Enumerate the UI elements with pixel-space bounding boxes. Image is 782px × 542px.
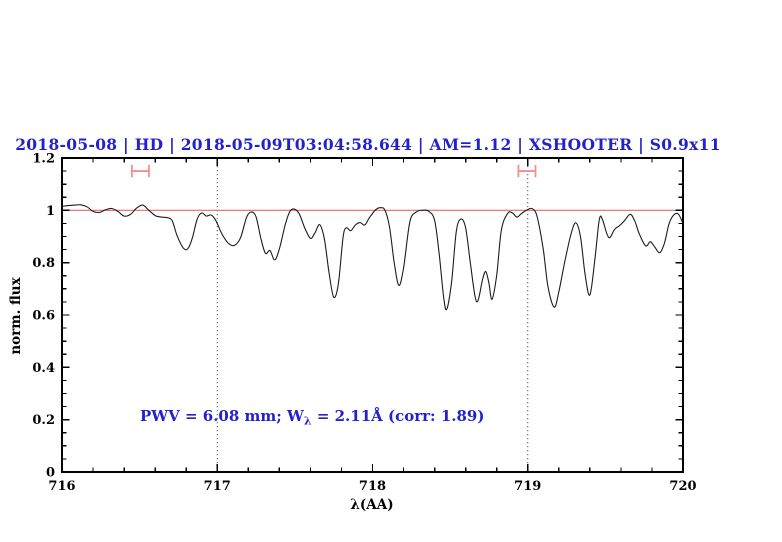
bandpass-marker-left (130, 164, 150, 178)
x-tick-label: 720 (669, 479, 696, 494)
x-axis-label: λ(AA) (350, 497, 393, 513)
annotation-pwv: PWV = 6.08 mm; Wλ = 2.11Å (corr: 1.89) (140, 407, 484, 428)
y-tick-label: 0 (46, 466, 55, 481)
y-tick-label: 1 (46, 204, 55, 219)
y-tick-label: 0.2 (32, 413, 55, 428)
x-tick-label-group: 716 717 718 719 720 (48, 479, 696, 494)
bandpass-marker-right (517, 164, 537, 178)
annotation-pre: PWV = 6.08 mm; W (140, 407, 305, 425)
y-tick-label: 1.2 (32, 152, 55, 167)
x-tick-label: 716 (48, 479, 75, 494)
y-tick-label: 0.6 (32, 309, 55, 324)
y-tick-label: 0.8 (32, 256, 55, 271)
annotation-subscript: λ (304, 415, 312, 428)
x-tick-label: 717 (204, 479, 231, 494)
plot-title: 2018-05-08 | HD | 2018-05-09T03:04:58.64… (15, 135, 721, 154)
y-tick-label-group: 0 0.2 0.4 0.6 0.8 1 1.2 (32, 152, 55, 481)
annotation-post: = 2.11Å (corr: 1.89) (312, 407, 485, 425)
x-tick-label: 719 (514, 479, 541, 494)
y-tick-label: 0.4 (32, 361, 55, 376)
x-tick-label: 718 (359, 479, 386, 494)
y-axis-label: norm. flux (8, 276, 24, 354)
axis-tick-group (61, 157, 684, 473)
spectrum-line (61, 204, 684, 311)
bandpass-marker-group (130, 164, 537, 178)
